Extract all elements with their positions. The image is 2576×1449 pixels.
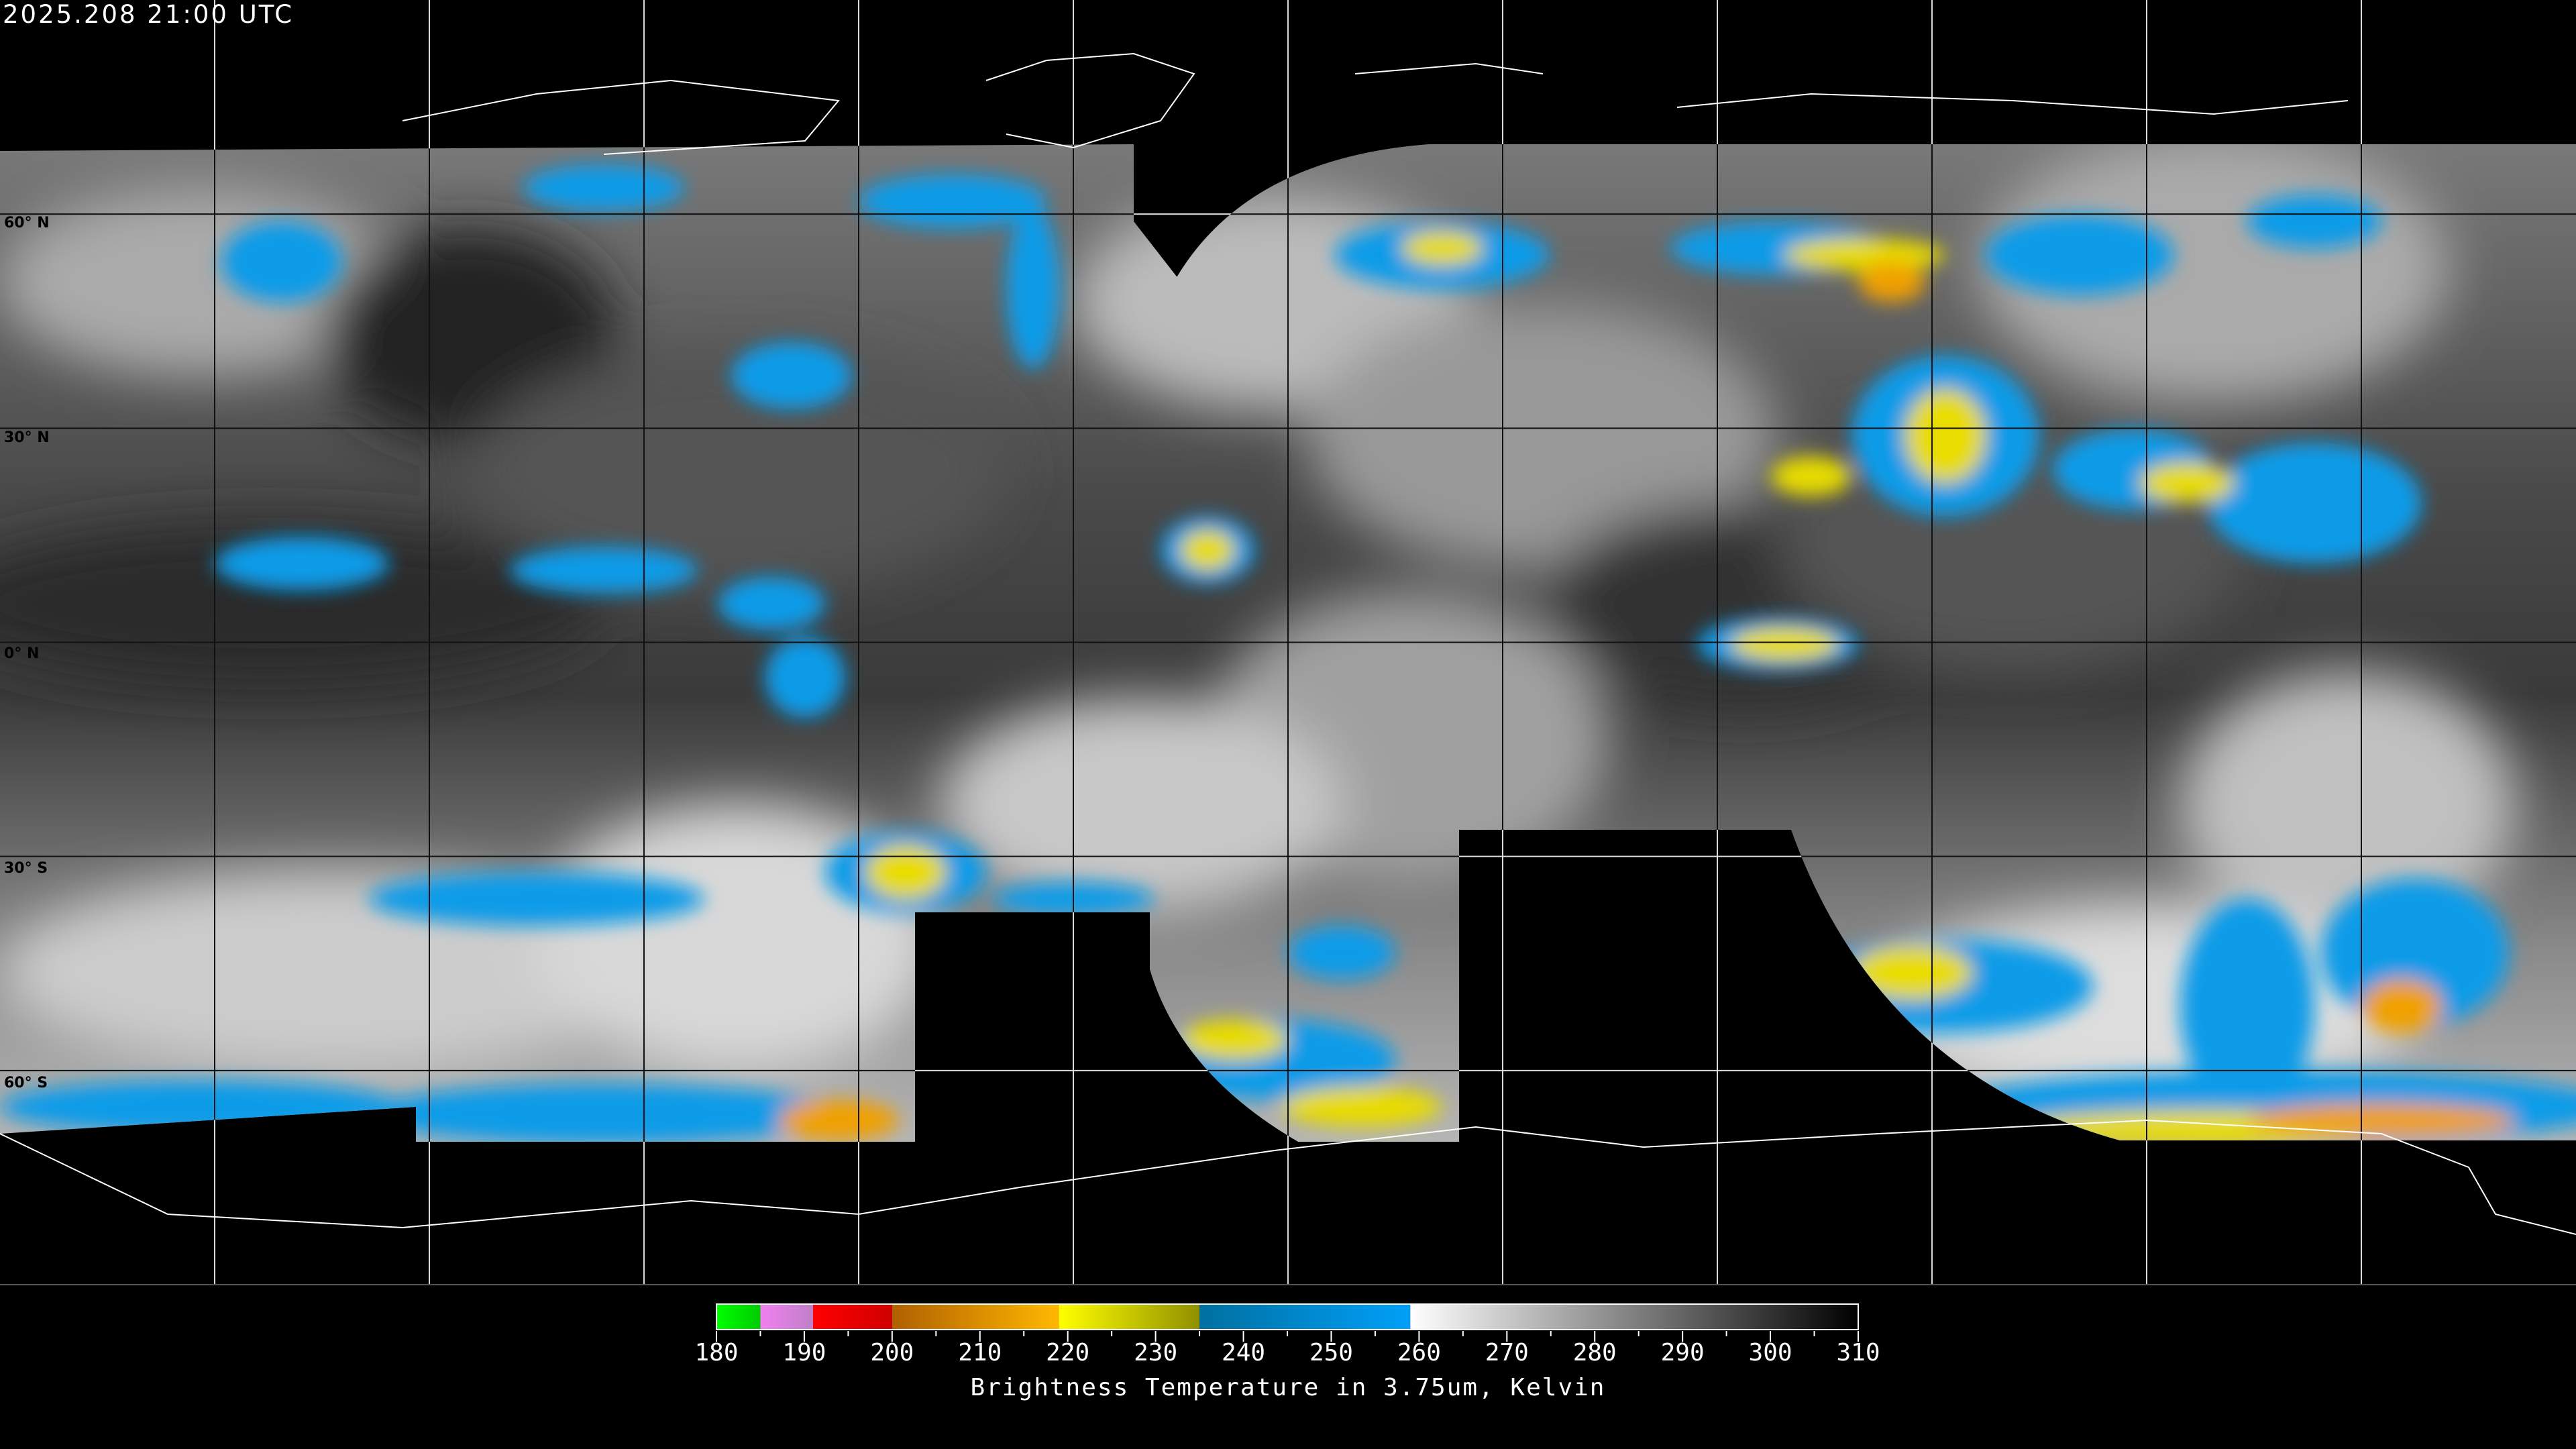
colorbar-segment: [716, 1304, 761, 1330]
coastline: [0, 1119, 2576, 1235]
map-frame-bottom: [0, 1284, 2576, 1285]
cold-cloud-patch: [369, 872, 704, 926]
graticule-over-imagery: [0, 144, 2576, 1142]
cold-cloud-patch: [865, 845, 946, 899]
colorbar-tick-label: 200: [870, 1339, 914, 1366]
cold-cloud-patch: [1858, 262, 1925, 302]
cold-cloud-patch: [765, 637, 845, 718]
cloud-texture: [2180, 671, 2516, 939]
cold-cloud-patch: [1281, 1087, 1442, 1127]
cold-cloud-patch: [2247, 1104, 2516, 1137]
colorbar-segment: [1199, 1304, 1411, 1330]
cold-cloud-patch: [1006, 208, 1060, 369]
cold-cloud-patch: [2180, 899, 2314, 1114]
colorbar-tick-label: 280: [1572, 1339, 1617, 1366]
colorbar-title: Brightness Temperature in 3.75um, Kelvin: [970, 1374, 1606, 1401]
colorbar: [716, 1303, 1859, 1342]
colorbar-tick-label: 300: [1748, 1339, 1792, 1366]
colorbar-tick-label: 260: [1397, 1339, 1441, 1366]
cold-cloud-patch: [778, 1100, 899, 1140]
colorbar-tick-label: 180: [694, 1339, 739, 1366]
cold-cloud-patch: [1784, 238, 1945, 272]
cold-cloud-patch: [510, 547, 698, 594]
cold-cloud-patch: [523, 164, 684, 211]
colorbar-tick-label: 230: [1134, 1339, 1178, 1366]
colorbar-segment: [892, 1304, 1059, 1330]
colorbar-tick-label: 290: [1660, 1339, 1705, 1366]
cold-cloud-patch: [1771, 456, 1851, 496]
coastline: [402, 79, 840, 155]
cold-cloud-patch: [718, 577, 825, 631]
lat-label-equator: 0° N: [4, 645, 40, 662]
colorbar-tick-label: 210: [958, 1339, 1002, 1366]
cold-cloud-patch: [1905, 389, 1986, 483]
cold-cloud-patch: [2321, 879, 2509, 1026]
colorbar-tick-label: 270: [1485, 1339, 1529, 1366]
satellite-imagery: [0, 144, 2576, 1142]
cold-cloud-patch: [731, 342, 852, 409]
lat-label-30n: 30° N: [4, 429, 50, 446]
colorbar-tick-label: 310: [1836, 1339, 1880, 1366]
colorbar-segment: [760, 1304, 814, 1330]
cold-cloud-patch: [1851, 946, 1972, 1000]
colorbar-tick-label: 240: [1222, 1339, 1266, 1366]
cold-cloud-patch: [2247, 195, 2381, 248]
cloud-texture: [1308, 302, 1778, 570]
colorbar-tick-label: 220: [1046, 1339, 1090, 1366]
coastlines: [0, 52, 2576, 1235]
cold-cloud-patch: [221, 221, 342, 302]
colorbar-frame: [716, 1303, 1859, 1330]
cold-cloud-patch: [2140, 463, 2234, 503]
cold-cloud-patch: [1731, 627, 1838, 661]
cold-cloud-patch: [2207, 443, 2422, 564]
cold-cloud-patch: [1402, 231, 1483, 265]
coastline: [1676, 93, 2349, 115]
cold-cloud-patch: [2361, 979, 2442, 1033]
colorbar-segment: [1410, 1304, 1858, 1330]
colorbar-segment: [813, 1304, 892, 1330]
colorbar-tick-label: 250: [1309, 1339, 1353, 1366]
cold-cloud-patch: [369, 1083, 839, 1142]
lat-label-60s: 60° S: [4, 1075, 48, 1091]
colorbar-tick-label: 190: [782, 1339, 826, 1366]
cold-cloud-patch: [859, 174, 1046, 228]
lat-label-60n: 60° N: [4, 215, 50, 231]
cold-cloud-patch: [215, 537, 389, 590]
cloud-texture: [0, 523, 604, 684]
cloud-texture: [939, 698, 1342, 912]
cold-cloud-patch: [1181, 530, 1234, 570]
cloud-texture: [470, 349, 1006, 590]
coastline: [985, 52, 1195, 149]
timestamp: 2025.208 21:00 UTC: [3, 0, 294, 29]
cold-cloud-patch: [1288, 926, 1395, 979]
cold-cloud-patch: [1181, 1020, 1288, 1060]
colorbar-segment: [1059, 1304, 1200, 1330]
cold-cloud-patch: [1986, 215, 2174, 295]
lat-label-30s: 30° S: [4, 860, 48, 877]
coastline: [1354, 62, 1544, 74]
